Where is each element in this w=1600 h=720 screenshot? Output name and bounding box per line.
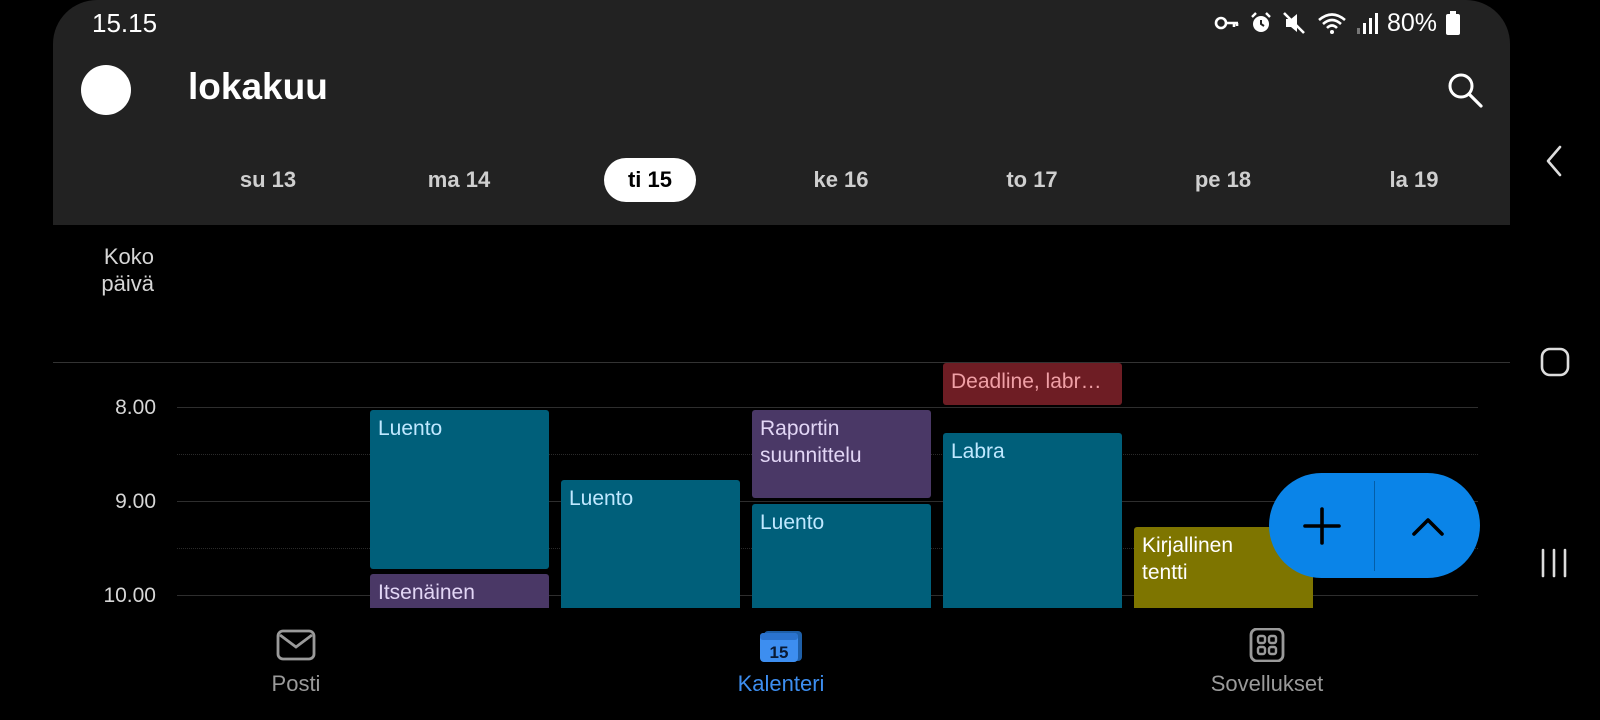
event-title-line1: Kirjallinen	[1142, 534, 1234, 557]
battery-percent: 80%	[1386, 8, 1437, 37]
hour-line	[177, 407, 1478, 408]
day-tab-tue-15[interactable]: ti 15	[604, 158, 696, 202]
nav-label: Posti	[271, 671, 321, 696]
battery-icon	[1446, 11, 1460, 35]
alarm-icon	[1251, 12, 1271, 32]
nav-posti[interactable]: Posti	[196, 628, 396, 697]
avatar[interactable]	[81, 65, 131, 115]
nav-label: Kalenteri	[737, 671, 825, 696]
collapse-button[interactable]	[1375, 473, 1480, 578]
signal-icon	[1356, 13, 1378, 34]
bottom-navigation: Posti 15 Kalenteri Sovellukset	[53, 608, 1510, 720]
mail-icon	[276, 629, 316, 661]
event-raportin-suunnittelu-wed[interactable]: Raportin suunnittelu	[752, 410, 931, 498]
search-button[interactable]	[1445, 70, 1485, 110]
event-title: Itsenäinen	[378, 581, 475, 604]
hour-line	[177, 501, 1478, 502]
calendar-badge: 15	[770, 643, 789, 662]
wifi-icon	[1318, 13, 1346, 34]
nav-kalenteri[interactable]: 15 Kalenteri	[681, 628, 881, 697]
event-luento-tue[interactable]: Luento	[561, 480, 740, 608]
event-itsenainen-mon[interactable]: Itsenäinen	[370, 574, 549, 608]
hour-label-9: 9.00	[115, 490, 156, 513]
nav-label: Sovellukset	[1210, 671, 1324, 696]
recents-icon	[1541, 548, 1567, 578]
event-title: Luento	[760, 511, 825, 534]
event-title: Deadline, labr…	[951, 370, 1102, 393]
event-deadline-thu[interactable]: Deadline, labr…	[943, 363, 1122, 405]
day-tab-sat-19[interactable]: la 19	[1389, 167, 1439, 192]
system-home-button[interactable]	[1539, 346, 1571, 383]
day-tab-mon-14[interactable]: ma 14	[427, 167, 491, 192]
event-title-line2: suunnittelu	[760, 444, 862, 467]
system-recents-button[interactable]	[1538, 547, 1570, 584]
all-day-label-line1: Koko	[103, 244, 154, 269]
status-time: 15.15	[92, 8, 158, 38]
hour-label-8: 8.00	[115, 396, 156, 419]
fab-divider	[1374, 481, 1375, 571]
day-tab-fri-18[interactable]: pe 18	[1194, 167, 1252, 192]
day-tab-thu-17[interactable]: to 17	[1006, 167, 1058, 192]
search-icon	[1448, 73, 1483, 108]
all-day-divider	[53, 362, 1510, 363]
hour-label-10: 10.00	[103, 584, 156, 607]
calendar-screen: 15.15	[53, 0, 1510, 720]
key-icon	[1214, 16, 1239, 30]
system-back-button[interactable]	[1540, 143, 1570, 184]
nav-sovellukset[interactable]: Sovellukset	[1167, 628, 1367, 697]
day-tab-sun-13[interactable]: su 13	[239, 167, 297, 192]
event-luento-wed[interactable]: Luento	[752, 504, 931, 608]
home-icon	[1540, 347, 1570, 377]
top-bar: 15.15	[53, 0, 1510, 225]
chevron-up-icon	[1411, 517, 1444, 536]
day-tab-wed-16[interactable]: ke 16	[813, 167, 869, 192]
event-title-line2: tentti	[1142, 561, 1188, 584]
event-title-line1: Raportin	[760, 417, 840, 440]
mute-icon	[1283, 12, 1305, 34]
plus-icon	[1302, 506, 1341, 545]
add-event-button[interactable]	[1269, 473, 1374, 578]
all-day-label-line2: päivä	[101, 271, 154, 296]
event-title: Labra	[951, 440, 1005, 463]
back-icon	[1546, 145, 1562, 177]
event-labra-thu[interactable]: Labra	[943, 433, 1122, 608]
month-title[interactable]: lokakuu	[188, 66, 328, 107]
floating-action-button	[1269, 473, 1480, 578]
all-day-label: Koko päivä	[53, 243, 154, 297]
event-title: Luento	[378, 417, 443, 440]
status-icons: 80%	[1214, 8, 1460, 38]
time-grid[interactable]: 8.00 9.00 10.00 Luento Itsenäinen Luento…	[53, 363, 1510, 608]
event-luento-mon[interactable]: Luento	[370, 410, 549, 569]
apps-icon	[1249, 628, 1285, 662]
calendar-icon: 15	[760, 631, 802, 662]
event-title: Luento	[569, 487, 634, 510]
